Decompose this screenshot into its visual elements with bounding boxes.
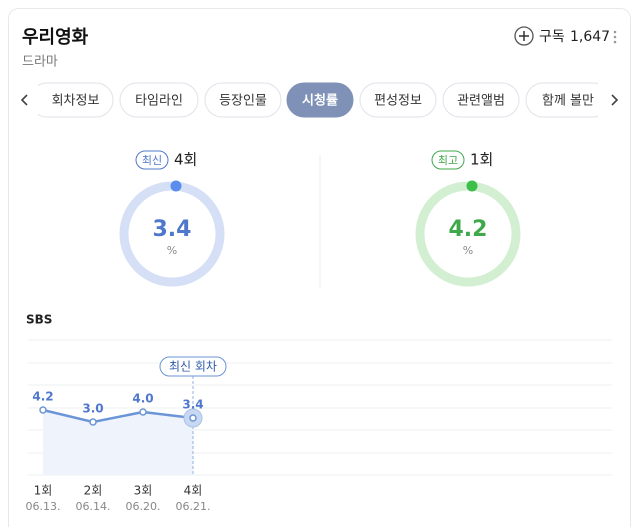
tab-label: 등장인물	[219, 94, 267, 109]
plus-sign	[519, 31, 529, 41]
rating-value: 4.2	[449, 217, 488, 242]
annotation: 최신 회차	[169, 360, 217, 374]
tab-next[interactable]	[611, 94, 619, 106]
tab-label: 회차정보	[52, 94, 100, 109]
tab-pill	[525, 82, 598, 118]
rating-unit: %	[167, 244, 177, 257]
tab[interactable]: 등장인물	[204, 82, 282, 118]
badge-label: 최고	[438, 154, 458, 167]
tab-bar: 회차정보 타임라인 등장인물 시청률 편성정보 관련앨범 함께 볼만	[30, 82, 610, 118]
ring-dot	[466, 180, 478, 192]
tab-pill	[119, 82, 199, 118]
episode: 1회	[470, 151, 493, 169]
point	[139, 408, 147, 416]
badge	[431, 150, 465, 170]
tab[interactable]: 타임라인	[119, 82, 199, 118]
rating-value: 3.4	[153, 217, 192, 242]
tab-prev[interactable]	[20, 94, 28, 106]
subscriber-count: 1,647	[570, 29, 610, 45]
tab-pill	[286, 82, 354, 118]
x-tick-label: 4회	[184, 484, 203, 498]
date-label: 06.20.	[126, 500, 161, 513]
tab-pill	[442, 82, 520, 118]
x-tick-label: 2회	[84, 484, 103, 498]
tab-pill	[204, 82, 282, 118]
badge	[135, 150, 169, 170]
tab[interactable]: 관련앨범	[442, 82, 520, 118]
ring-dot	[170, 180, 182, 192]
annotation-box	[159, 356, 227, 377]
value-label: 4.2	[32, 390, 53, 404]
tab-label: 편성정보	[374, 94, 422, 109]
subscribe-label: 구독	[539, 29, 565, 45]
point	[189, 414, 197, 422]
tab[interactable]: 시청률	[286, 82, 354, 118]
badge-label: 최신	[142, 154, 162, 167]
subscribe-button[interactable]: 구독 1,647	[514, 26, 610, 46]
episode: 4회	[174, 151, 197, 169]
value-label: 3.4	[182, 398, 203, 412]
title: 우리영화	[22, 27, 89, 48]
subtitle: 드라마	[22, 55, 58, 70]
more-button[interactable]	[613, 30, 617, 44]
x-tick-label: 1회	[34, 484, 53, 498]
tab[interactable]: 함께 볼만	[525, 82, 610, 118]
date-label: 06.14.	[76, 500, 111, 513]
date-label: 06.13.	[26, 500, 61, 513]
tab-label: 시청률	[302, 93, 338, 109]
date-label: 06.21.	[176, 500, 211, 513]
tab-pill	[38, 82, 114, 118]
value-label: 3.0	[82, 402, 103, 416]
tab[interactable]: 편성정보	[359, 82, 437, 118]
tab-label: 함께 볼만	[542, 94, 594, 109]
tab-pill	[359, 82, 437, 118]
value-label: 4.0	[132, 392, 153, 406]
tab[interactable]: 회차정보	[30, 82, 114, 118]
tab-label: 타임라인	[135, 94, 183, 109]
area	[43, 410, 193, 475]
x-tick-label: 3회	[134, 484, 153, 498]
chart-title: SBS	[26, 313, 52, 327]
point	[39, 406, 47, 414]
point	[89, 418, 97, 426]
rating-unit: %	[463, 244, 473, 257]
tab-label: 관련앨범	[457, 94, 505, 109]
line	[42, 408, 194, 424]
